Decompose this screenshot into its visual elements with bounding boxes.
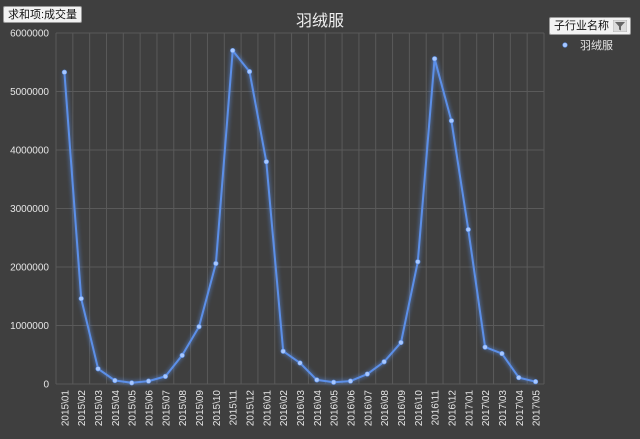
x-tick-label: 2015\03 [94, 390, 105, 427]
data-point [482, 344, 488, 350]
y-tick-label: 4000000 [10, 146, 49, 157]
data-point [347, 378, 354, 384]
y-tick-label: 1000000 [10, 321, 49, 332]
data-point [280, 348, 286, 354]
x-tick-label: 2016\05 [330, 390, 341, 427]
value-field-button[interactable]: 求和项:成交量 [3, 6, 83, 23]
x-tick-label: 2015\11 [229, 390, 240, 426]
x-tick-label: 2017\05 [532, 390, 543, 427]
legend-label: 羽绒服 [580, 39, 613, 52]
x-tick-label: 2016\09 [397, 390, 408, 427]
data-point [162, 373, 168, 379]
data-point [465, 226, 471, 233]
data-point [95, 366, 101, 372]
data-point [331, 379, 337, 385]
data-point [213, 260, 219, 267]
x-tick-label: 2016\08 [380, 390, 391, 427]
data-point [196, 324, 202, 330]
data-point [246, 69, 253, 75]
x-tick-label: 2015\06 [145, 390, 156, 427]
data-point [364, 371, 370, 377]
series-line [63, 49, 536, 384]
x-tick-label: 2015\07 [161, 390, 172, 427]
data-point [129, 380, 135, 386]
x-tick-label: 2016\07 [363, 390, 374, 427]
x-tick-label: 2016\02 [279, 390, 290, 427]
x-tick-label: 2016\10 [414, 390, 425, 427]
data-point [145, 378, 152, 384]
data-point [499, 350, 505, 357]
data-point [381, 359, 387, 365]
x-tick-label: 2015\05 [128, 390, 139, 427]
x-tick-label: 2015\10 [212, 390, 223, 427]
data-point [314, 377, 320, 383]
data-point [61, 69, 68, 75]
x-tick-label: 2017\04 [515, 390, 526, 427]
x-tick-label: 2016\06 [346, 390, 357, 427]
x-tick-label: 2015\01 [60, 390, 71, 427]
data-point [78, 295, 84, 302]
x-tick-label: 2015\12 [246, 390, 257, 427]
data-point [532, 379, 539, 385]
data-point [263, 159, 269, 165]
y-tick-label: 3000000 [10, 204, 49, 215]
y-tick-label: 0 [43, 380, 49, 391]
x-tick-label: 2015\08 [178, 390, 189, 427]
x-tick-label: 2017\02 [481, 390, 492, 427]
data-point [230, 47, 236, 54]
data-point [297, 360, 303, 366]
data-point [432, 56, 438, 62]
filter-icon[interactable] [613, 20, 627, 32]
x-tick-label: 2015\04 [111, 390, 122, 427]
data-point [112, 377, 118, 384]
legend-field-label: 子行业名称 [554, 20, 609, 32]
x-tick-label: 2016\01 [262, 390, 273, 427]
x-tick-label: 2015\09 [195, 390, 206, 427]
data-point [516, 374, 522, 381]
x-tick-label: 2016\11 [431, 390, 442, 426]
x-tick-label: 2016\03 [296, 390, 307, 427]
data-point [179, 352, 185, 358]
data-point [448, 118, 455, 124]
x-tick-label: 2017\03 [498, 390, 509, 427]
x-tick-label: 2015\02 [77, 390, 88, 427]
x-tick-label: 2017\01 [464, 390, 475, 427]
legend-marker [562, 42, 568, 48]
legend-field-button[interactable]: 子行业名称 [549, 17, 631, 35]
x-tick-label: 2016\04 [313, 390, 324, 427]
y-tick-label: 2000000 [10, 263, 49, 274]
y-tick-label: 5000000 [10, 87, 49, 98]
y-tick-label: 6000000 [10, 29, 49, 40]
data-point [398, 339, 404, 346]
data-point [415, 259, 421, 265]
x-tick-label: 2016\12 [447, 390, 458, 427]
